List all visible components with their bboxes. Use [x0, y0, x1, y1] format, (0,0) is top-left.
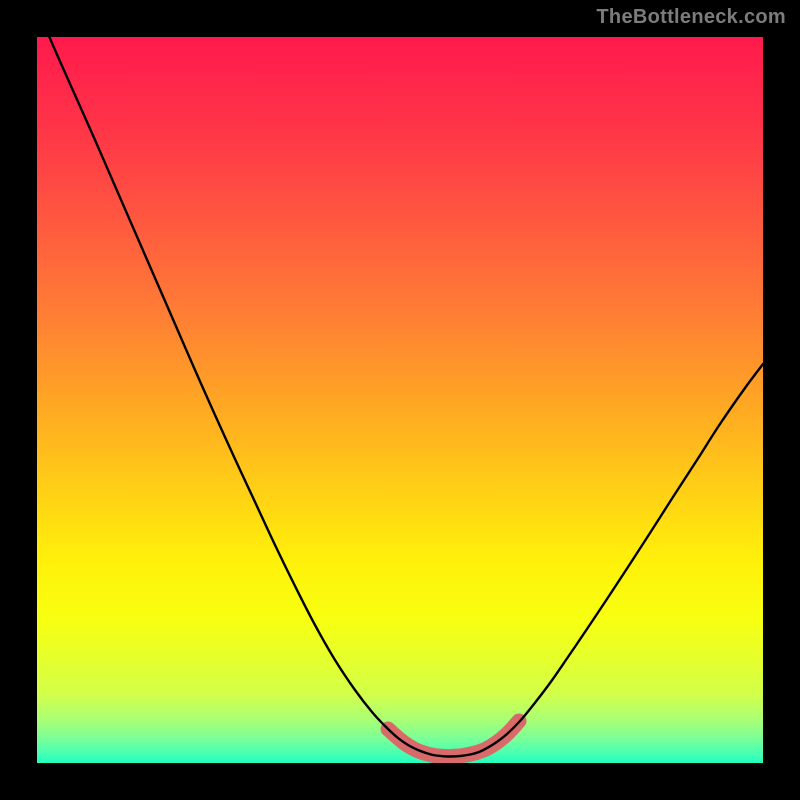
- bottleneck-chart: TheBottleneck.com: [0, 0, 800, 800]
- chart-canvas: [0, 0, 800, 800]
- chart-gradient-bg: [37, 37, 763, 763]
